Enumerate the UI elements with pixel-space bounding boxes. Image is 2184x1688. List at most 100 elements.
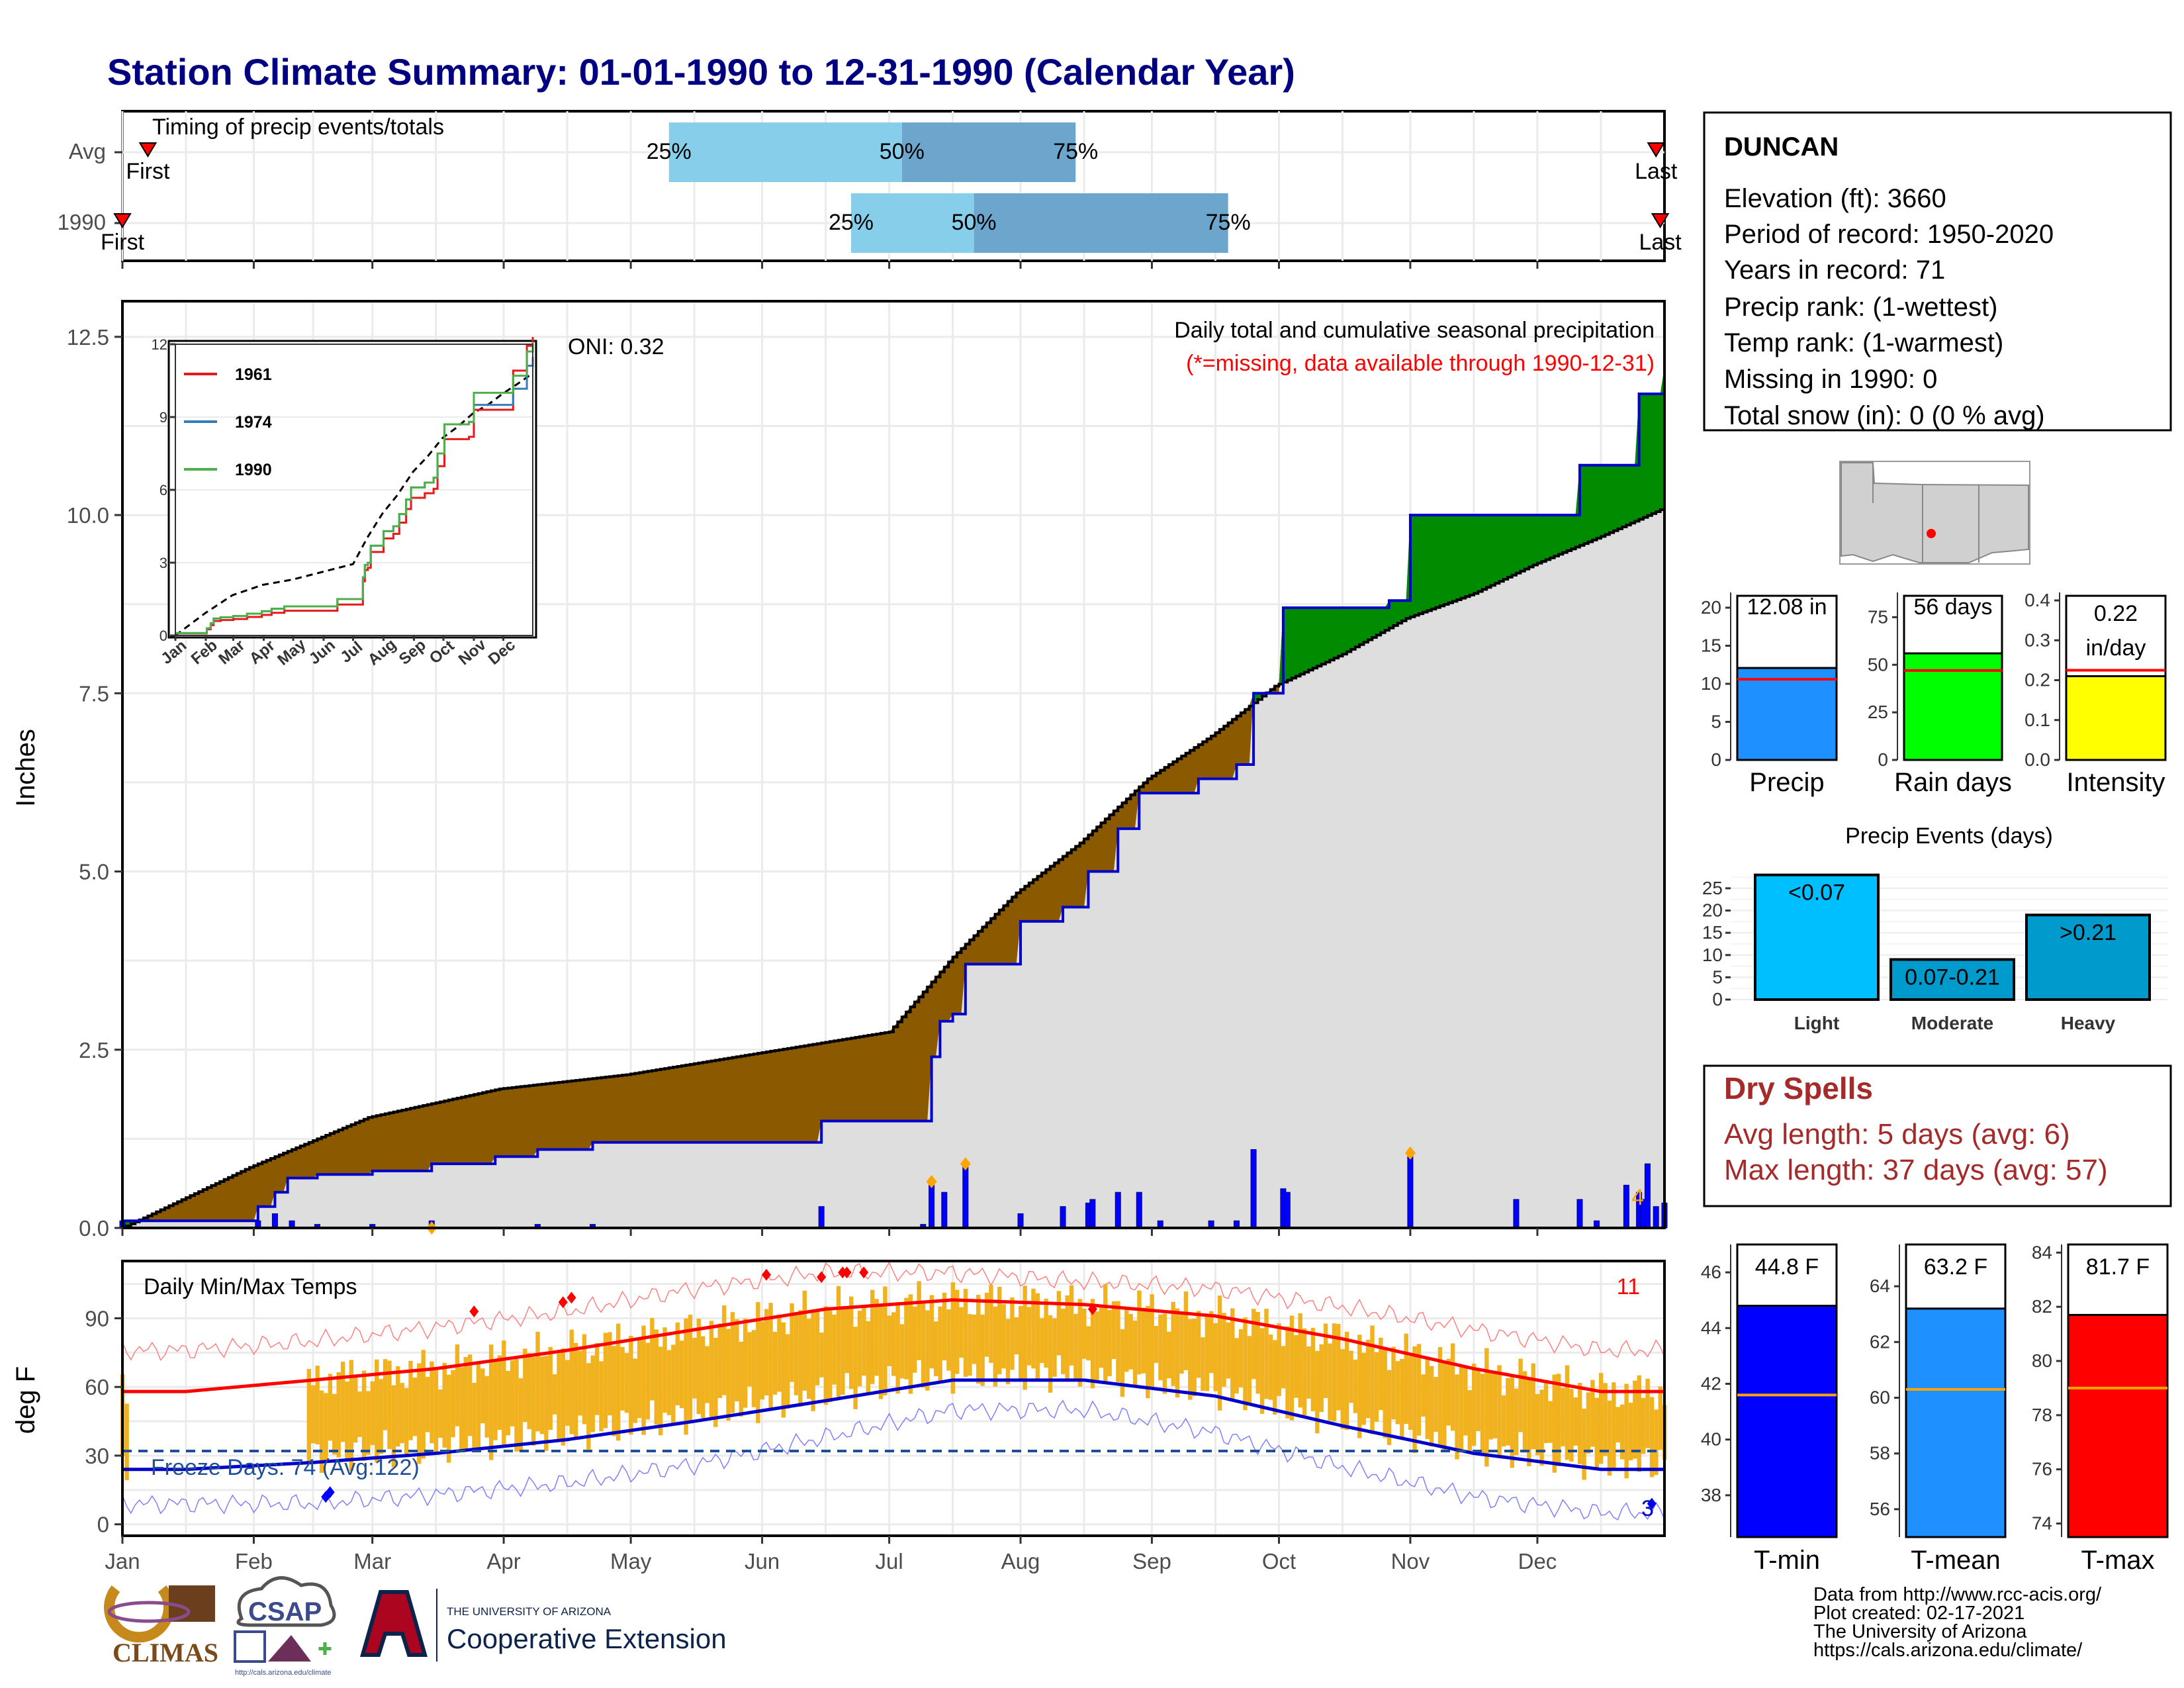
- arizona-shape: [1841, 462, 2029, 563]
- event-bar-label: <0.07: [1788, 880, 1845, 906]
- daily-precip-bar: [941, 1192, 948, 1229]
- daily-temp-bar: [480, 1368, 485, 1424]
- precip-y-axis: 0.0 2.5 5.0 7.5 10.0 12.5: [67, 325, 1539, 1241]
- record-high-icon: [842, 1266, 852, 1279]
- daily-temp-bar: [1082, 1308, 1087, 1359]
- daily-temp-bar: [874, 1299, 879, 1376]
- precip-label-2: (*=missing, data available through 1990-…: [1186, 351, 1655, 376]
- daily-temp-bar: [756, 1302, 760, 1423]
- daily-temp-bar: [798, 1310, 803, 1407]
- first-label: First: [101, 230, 145, 255]
- daily-temp-bar: [1590, 1380, 1595, 1447]
- daily-temp-bar: [1213, 1323, 1218, 1391]
- locator-map: [1839, 461, 2030, 565]
- daily-temp-bar: [451, 1370, 455, 1438]
- daily-temp-bar: [1416, 1344, 1422, 1436]
- daily-temp-bar: [1111, 1301, 1116, 1359]
- daily-temp-bar: [662, 1327, 667, 1413]
- daily-temp-bar: [1569, 1389, 1574, 1462]
- temp-y-label: 56: [1870, 1499, 1890, 1519]
- daily-temp-bar: [612, 1346, 616, 1436]
- summary-bars: 0 5 10 15 20 12.08 in Precip 0 25 50 75 56 days Rain…: [1701, 590, 2167, 797]
- freeze-days-label: Freeze Days: 74 (Avg:122): [151, 1455, 420, 1480]
- daily-temp-bar: [1285, 1326, 1290, 1419]
- daily-temp-bar: [1645, 1378, 1650, 1448]
- daily-temp-bar: [688, 1315, 693, 1421]
- daily-temp-bar: [870, 1289, 875, 1384]
- inset-y-label: 3: [159, 555, 167, 571]
- daily-temp-bar: [1336, 1324, 1341, 1411]
- record-max-line: [122, 1261, 1665, 1361]
- daily-temp-bar: [1561, 1387, 1565, 1446]
- daily-temp-bar: [421, 1350, 426, 1459]
- daily-temp-bar: [1090, 1299, 1095, 1389]
- daily-temp-bar: [709, 1321, 714, 1419]
- daily-precip-bar: [1136, 1192, 1142, 1229]
- daily-temp-bar: [582, 1334, 587, 1425]
- daily-temp-bar: [1332, 1323, 1337, 1422]
- daily-temp-bar: [357, 1391, 362, 1437]
- event-category: Heavy: [2061, 1013, 2116, 1033]
- daily-temp-bar: [1056, 1291, 1062, 1356]
- temp-y-label: 40: [1701, 1429, 1721, 1450]
- first-label: First: [126, 159, 170, 184]
- daily-temp-bar: [1128, 1313, 1133, 1370]
- daily-temp-bar: [968, 1314, 972, 1376]
- daily-temp-bar: [844, 1306, 849, 1374]
- daily-temp-bar: [531, 1356, 536, 1446]
- daily-temp-bar: [827, 1310, 833, 1403]
- summary-y-label: 75: [1868, 606, 1888, 627]
- rain-gauge-icon: [234, 1630, 266, 1663]
- month-label: Oct: [1262, 1549, 1296, 1573]
- daily-temp-bar: [713, 1337, 718, 1427]
- daily-temp-bar: [1615, 1407, 1620, 1443]
- cloud-icon: [236, 1576, 336, 1627]
- daily-temp-bar: [488, 1344, 494, 1460]
- daily-temp-bar: [1014, 1317, 1019, 1355]
- month-label: Apr: [486, 1549, 520, 1573]
- daily-temp-bar: [375, 1359, 379, 1463]
- daily-temp-bar: [1421, 1374, 1426, 1417]
- daily-temp-bar: [895, 1302, 900, 1394]
- temp-y-label: 62: [1870, 1331, 1890, 1352]
- daily-temp-bar: [993, 1306, 998, 1387]
- daily-temp-bar: [760, 1321, 764, 1400]
- daily-temp-bar: [1065, 1295, 1069, 1380]
- daily-temp-bar: [1132, 1320, 1138, 1387]
- daily-temp-bar: [557, 1353, 561, 1441]
- daily-temp-bar: [1264, 1309, 1269, 1399]
- precip-panel: 0.0 2.5 5.0 7.5 10.0 12.5 Inches ONI: 0.32 Da…: [11, 300, 1668, 1241]
- daily-temp-bar: [1577, 1382, 1582, 1464]
- daily-temp-bar: [1158, 1314, 1163, 1381]
- page-title: Station Climate Summary: 01-01-1990 to 1…: [107, 51, 1295, 93]
- last-marker-icon: [1647, 142, 1665, 158]
- daily-temp-bar: [671, 1344, 676, 1425]
- year-q1-bar: [850, 193, 974, 253]
- daily-temp-bar: [1294, 1335, 1298, 1398]
- summary-y-label: 10: [1701, 673, 1721, 694]
- inset-plot-border: [175, 344, 533, 636]
- daily-temp-bar: [535, 1331, 540, 1432]
- daily-temp-bar: [1476, 1369, 1480, 1432]
- temp-y-label: deg F: [11, 1366, 40, 1434]
- daily-temp-bar: [433, 1370, 439, 1454]
- year-q2-bar: [974, 193, 1228, 253]
- daily-temp-bar: [438, 1389, 443, 1438]
- daily-temp-bar: [743, 1318, 748, 1408]
- daily-temp-bar: [366, 1391, 371, 1455]
- daily-temp-bar: [866, 1321, 870, 1393]
- avg-q1-bar: [668, 122, 902, 182]
- daily-temp-bar: [467, 1354, 473, 1436]
- daily-temp-bar: [1061, 1309, 1066, 1374]
- inset-series-line: [175, 342, 534, 634]
- y-tick-label: 2.5: [79, 1038, 109, 1062]
- daily-temp-bar: [1077, 1299, 1083, 1387]
- daily-temp-bar: [972, 1314, 977, 1364]
- pct-label: 75%: [1206, 210, 1251, 235]
- daily-temp-bar: [1400, 1358, 1404, 1438]
- daily-temp-bar: [1048, 1315, 1053, 1393]
- daily-temp-bar: [599, 1361, 604, 1432]
- daily-temp-bar: [1205, 1315, 1210, 1391]
- summary-value: 0.22: [2094, 601, 2138, 626]
- daily-temp-bar: [848, 1296, 854, 1389]
